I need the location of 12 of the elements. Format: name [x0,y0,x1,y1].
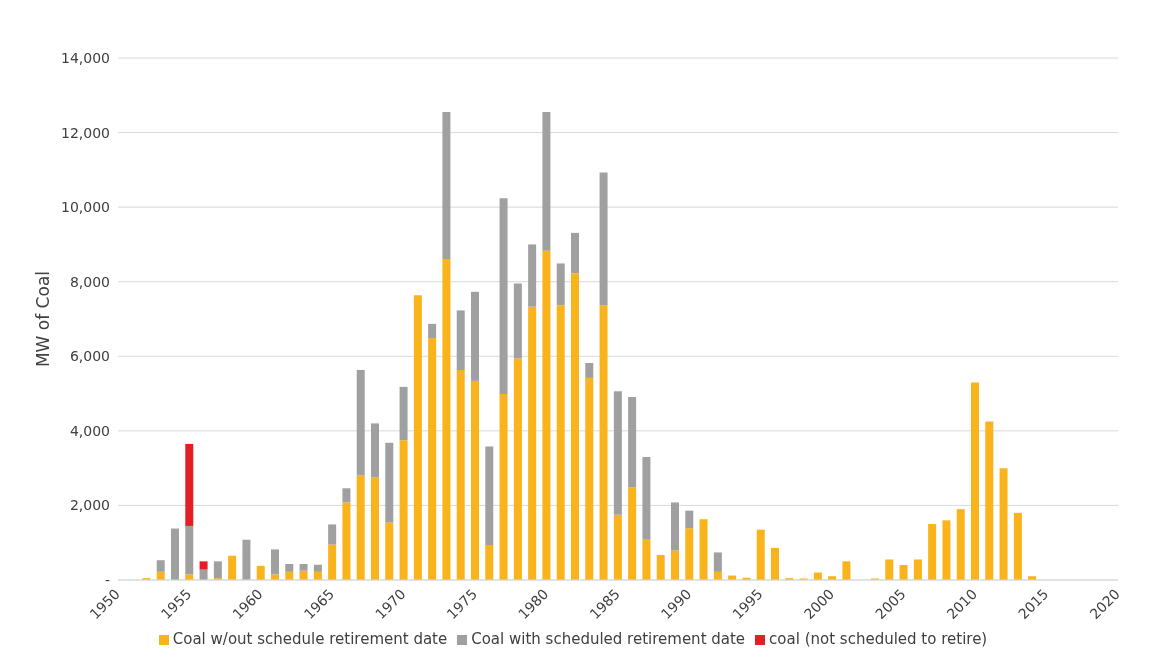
y-tick-label: 6,000 [69,348,110,365]
y-tick-label: 10,000 [61,199,110,216]
y-tick-label: 4,000 [69,422,110,439]
y-tick-label: 14,000 [61,49,110,66]
y-tick-label: 2,000 [69,497,110,514]
legend-label: Coal w/out schedule retirement date [172,630,448,648]
legend-label: coal (not scheduled to retire) [769,630,988,648]
y-tick-label: 8,000 [69,273,110,290]
y-axis-title: MW of Coal [33,270,54,368]
legend-label: Coal with scheduled retirement date [471,630,746,648]
y-tick-label: - [104,571,110,588]
y-tick-label: 12,000 [61,124,110,141]
